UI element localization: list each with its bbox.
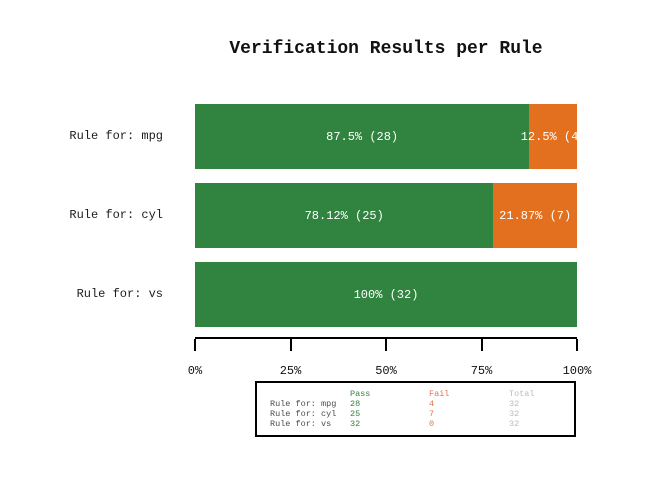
- legend-row-mpg-pass: 28: [350, 399, 361, 409]
- legend-header-pass: Pass: [350, 389, 371, 399]
- legend-header-empty: [270, 389, 350, 399]
- bar-vs-pass-label: 100% (32): [353, 287, 419, 302]
- bar-cyl-fail-segment: 21.87% (7): [493, 183, 577, 248]
- bar-vs-pass-segment: 100% (32): [195, 262, 577, 327]
- bar-cyl-pass-segment: 78.12% (25): [195, 183, 494, 248]
- legend-row-vs-label: Rule for: vs: [270, 419, 332, 429]
- bar-cyl: 78.12% (25) 21.87% (7): [195, 183, 577, 248]
- legend-row-cyl-label: Rule for: cyl: [270, 409, 337, 419]
- x-axis-label-75: 75%: [470, 364, 493, 378]
- x-axis-tick-25: [289, 339, 292, 351]
- x-axis: 0% 25% 50% 75% 100%: [188, 337, 591, 378]
- x-axis-tick-50: [385, 339, 387, 351]
- x-axis-label-50: 50%: [375, 364, 397, 378]
- category-label-cyl: Rule for: cyl: [69, 208, 163, 222]
- bar-mpg-pass-label: 87.5% (28): [326, 129, 399, 144]
- legend-row-vs-fail: 0: [429, 419, 435, 429]
- legend-row-cyl-fail: 7: [429, 409, 435, 419]
- legend-header-fail: Fail: [429, 389, 450, 399]
- bar-cyl-fail-label: 21.87% (7): [499, 208, 572, 223]
- x-axis-label-100: 100%: [562, 364, 592, 378]
- x-axis-tick-100: [576, 339, 578, 351]
- x-axis-tick-75: [480, 339, 483, 351]
- legend-row-vs-pass: 32: [350, 419, 361, 429]
- legend-row-vs-total: 32: [509, 419, 520, 429]
- legend-row-mpg-total: 32: [509, 399, 520, 409]
- x-axis-label-0: 0%: [187, 364, 203, 378]
- bar-mpg-fail-segment: 12.5% (4): [521, 104, 577, 169]
- bar-vs: 100% (32): [195, 262, 577, 327]
- bar-mpg-pass-segment: 87.5% (28): [195, 104, 530, 169]
- category-label-mpg: Rule for: mpg: [69, 129, 163, 143]
- legend-header-total: Total: [509, 389, 535, 399]
- legend-grid: Pass Fail Total Rule for: mpg 28 4 32 Ru…: [270, 389, 574, 429]
- x-axis-label-25: 25%: [279, 364, 302, 378]
- legend-row-cyl-total: 32: [509, 409, 520, 419]
- legend-row-mpg-label: Rule for: mpg: [270, 399, 337, 409]
- bar-mpg-fail-label: 12.5% (4): [520, 129, 577, 144]
- legend-row-mpg-fail: 4: [429, 399, 435, 409]
- chart-title: Verification Results per Rule: [229, 39, 543, 59]
- x-axis-tick-0: [194, 339, 196, 351]
- bar-cyl-pass-label: 78.12% (25): [304, 208, 384, 223]
- legend-table: Pass Fail Total Rule for: mpg 28 4 32 Ru…: [255, 381, 576, 437]
- legend-row-cyl-pass: 25: [350, 409, 361, 419]
- bar-mpg: 87.5% (28) 12.5% (4): [195, 104, 577, 169]
- category-label-vs: Rule for: vs: [76, 287, 163, 301]
